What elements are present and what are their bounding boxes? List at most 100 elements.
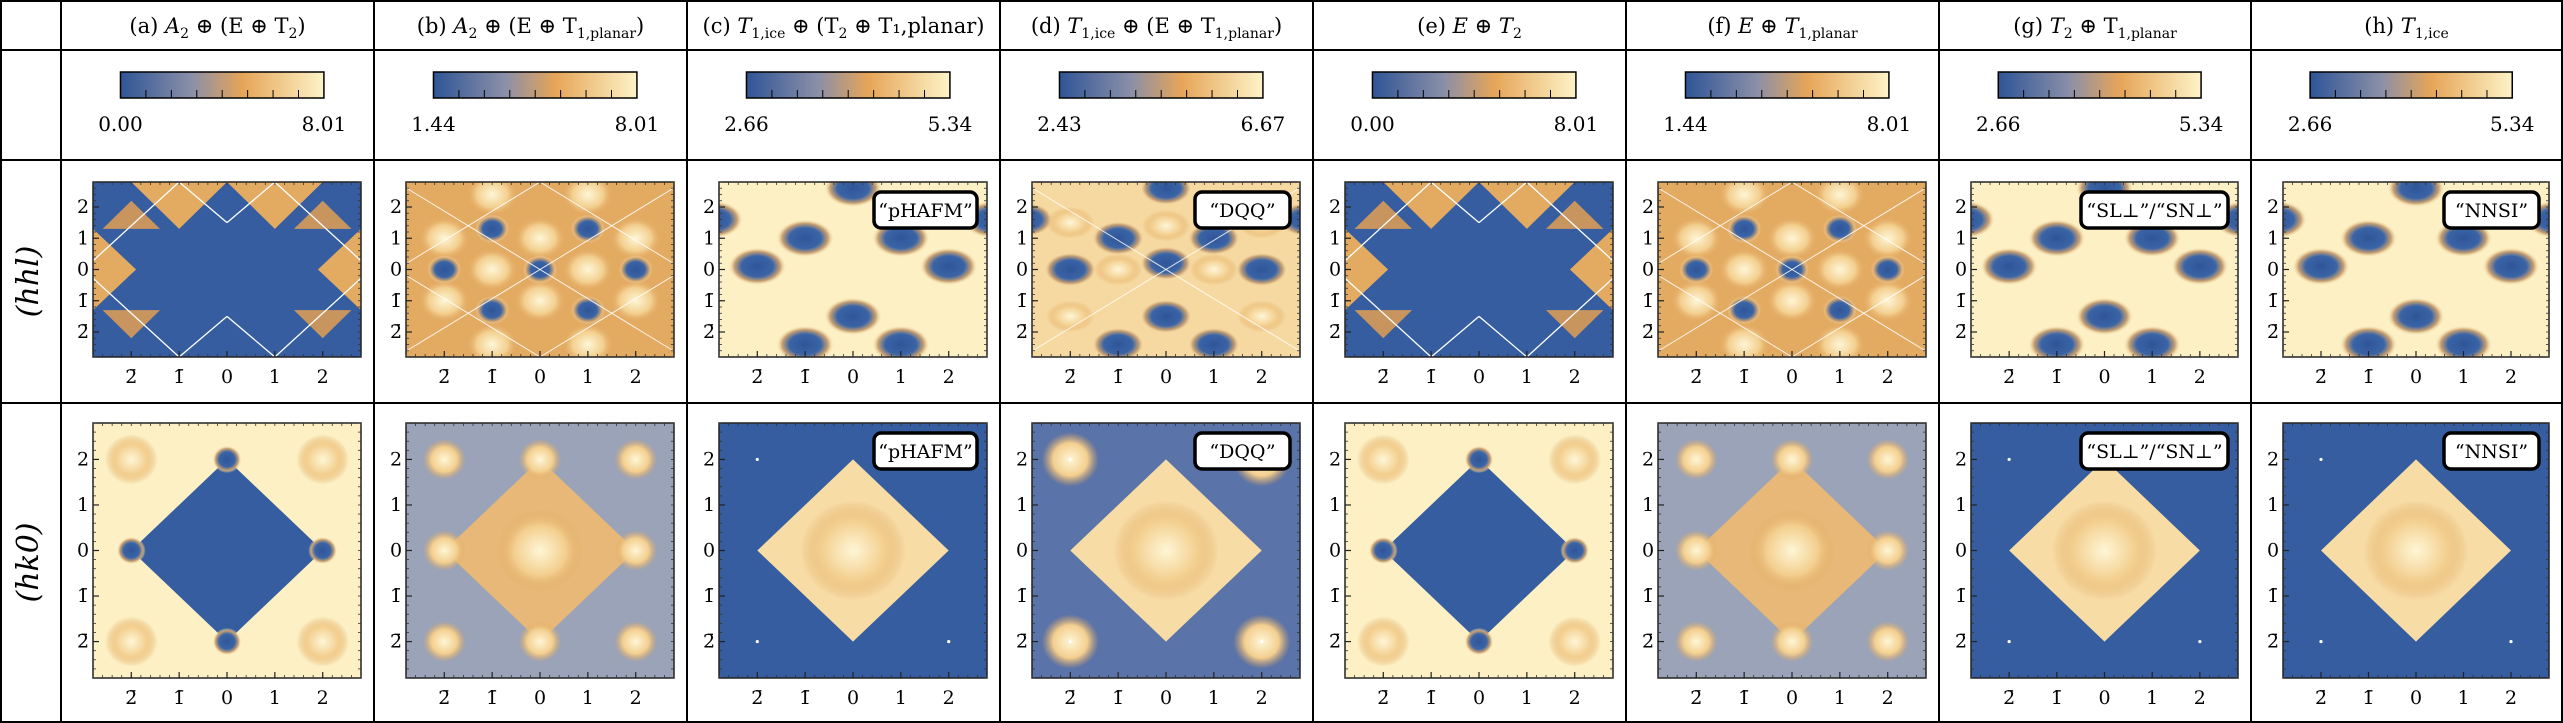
heatmap-spot xyxy=(1368,536,1398,565)
colorbar-min-label: 2.66 xyxy=(724,112,769,136)
heatmap-spot xyxy=(1823,214,1857,243)
x-tick-label: 0 xyxy=(2410,687,2422,709)
x-tick-label: 1̄ xyxy=(173,687,185,709)
x-tick-label: 0 xyxy=(2410,366,2422,388)
y-tick-label: 0 xyxy=(703,259,715,281)
bragg-point xyxy=(947,639,951,644)
heatmap-spot xyxy=(1142,210,1190,242)
y-tick-label: 2̄ xyxy=(1329,321,1341,343)
heatmap-spot xyxy=(571,214,605,243)
phase-label: “SL⊥”/“SN⊥” xyxy=(2086,200,2222,222)
bragg-point xyxy=(1068,639,1072,644)
y-tick-label: 1 xyxy=(1329,227,1341,249)
heatmap-spot xyxy=(1464,445,1494,474)
x-tick-label: 1 xyxy=(2146,366,2158,388)
x-tick-label: 0 xyxy=(534,366,546,388)
row-labels: (hhl) (hk0) xyxy=(11,246,46,603)
heatmap-panel: 2 1 0 1̄ 2̄ 2̄ 1̄ 0 1 2 xyxy=(390,181,675,388)
x-tick-label: 2 xyxy=(317,687,329,709)
row-label: (hhl) xyxy=(11,246,46,318)
y-tick-label: 1̄ xyxy=(390,290,402,312)
heatmap-spot xyxy=(1113,500,1219,601)
x-tick-label: 0 xyxy=(1786,687,1798,709)
heatmap-spot xyxy=(1464,627,1494,656)
heatmap-spot xyxy=(1971,201,1995,238)
bragg-point xyxy=(2007,639,2011,644)
y-tick-label: 2 xyxy=(77,196,89,218)
nodal-line xyxy=(1032,187,1300,352)
heatmap-spot xyxy=(1770,438,1814,480)
y-tick-label: 2 xyxy=(1329,196,1341,218)
heatmap-spot xyxy=(1674,530,1718,571)
bragg-point xyxy=(2319,639,2323,644)
heatmap-spot xyxy=(1861,216,1915,261)
colorbar-min-label: 0.00 xyxy=(1350,112,1395,136)
x-tick-label: 2̄ xyxy=(1064,687,1076,709)
x-tick-label: 0 xyxy=(1473,687,1485,709)
colorbar-min-label: 2.66 xyxy=(1976,112,2021,136)
heatmap-spot xyxy=(1727,296,1761,325)
y-tick-label: 1 xyxy=(1642,227,1654,249)
heatmap-spot xyxy=(1356,434,1410,485)
x-tick-label: 2 xyxy=(1569,366,1581,388)
y-tick-label: 0 xyxy=(1329,259,1341,281)
y-tick-label: 2 xyxy=(2267,448,2279,470)
heatmap-spot xyxy=(518,621,562,663)
nodal-line xyxy=(539,182,674,265)
heatmap-spot xyxy=(614,438,658,480)
y-tick-label: 2 xyxy=(1955,196,1967,218)
y-tick-label: 2̄ xyxy=(1955,321,1967,343)
heatmap-panel: 2 1 0 1̄ 2̄ 2̄ 1̄ 0 1 2 xyxy=(1642,422,1927,709)
colorbar-max-label: 8.01 xyxy=(302,112,347,136)
y-tick-label: 1̄ xyxy=(703,290,715,312)
phase-label-box xyxy=(872,190,979,230)
x-tick-label: 1 xyxy=(895,687,907,709)
heatmap-panel: 2 1 0 1̄ 2̄ 2̄ 1̄ 0 1 2 xyxy=(77,181,362,388)
heatmap-spot xyxy=(609,216,663,261)
y-tick-label: 2̄ xyxy=(2267,321,2279,343)
heatmap-spot xyxy=(2123,325,2181,357)
nodal-line xyxy=(178,182,228,224)
heatmap-spot xyxy=(1046,300,1095,332)
heatmap-spot xyxy=(2028,325,2086,357)
heatmap-spot xyxy=(2171,247,2229,286)
heatmap-spot xyxy=(872,325,930,357)
heatmap-panel: 2 1 0 1̄ 2̄ 2̄ 1̄ 0 1 2 xyxy=(1642,181,1927,388)
x-tick-label: 2̄ xyxy=(1690,366,1702,388)
heatmap-lobe xyxy=(317,228,361,311)
heatmap-lobe xyxy=(227,182,323,229)
heatmap-spot xyxy=(1356,616,1410,667)
heatmap-spot xyxy=(1669,216,1723,261)
heatmap-panel: 2 1 0 1̄ 2̄ 2̄ 1̄ 0 1 2 xyxy=(1329,181,1614,388)
x-tick-label: 2 xyxy=(1882,687,1894,709)
y-tick-label: 1̄ xyxy=(1955,290,1967,312)
heatmap-spot xyxy=(1813,182,1867,217)
x-tick-label: 1̄ xyxy=(2051,687,2063,709)
y-tick-label: 1 xyxy=(77,227,89,249)
nodal-line xyxy=(1526,277,1613,357)
nodal-line xyxy=(1658,274,1793,357)
heatmap-spot xyxy=(465,247,519,292)
x-tick-label: 1 xyxy=(2457,366,2469,388)
x-tick-label: 1 xyxy=(269,687,281,709)
heatmap-spot xyxy=(1861,278,1915,323)
y-tick-label: 1 xyxy=(77,494,89,516)
x-tick-label: 2 xyxy=(2194,687,2206,709)
column-title: (g) T2 ⊕ T1,planar xyxy=(2013,14,2177,42)
y-tick-label: 1̄ xyxy=(2267,585,2279,607)
heatmap-spot xyxy=(614,530,658,571)
y-tick-label: 1̄ xyxy=(703,585,715,607)
heatmap-spot xyxy=(2387,182,2445,207)
heatmap-spot xyxy=(2283,201,2307,238)
heatmap-spot xyxy=(1980,247,2038,286)
bragg-point xyxy=(2319,457,2323,462)
x-tick-label: 2̄ xyxy=(2315,687,2327,709)
y-tick-label: 1 xyxy=(2267,494,2279,516)
heatmap-panel: 2 1 0 1̄ 2̄ 2̄ 1̄ 0 1 2 “SL⊥”/“SN⊥” xyxy=(1955,422,2239,709)
heatmap-spot xyxy=(824,297,882,336)
x-tick-label: 2̄ xyxy=(2003,687,2015,709)
nodal-line xyxy=(1430,315,1480,357)
heatmap-spot xyxy=(1679,255,1714,284)
heatmap-spot xyxy=(920,247,978,286)
